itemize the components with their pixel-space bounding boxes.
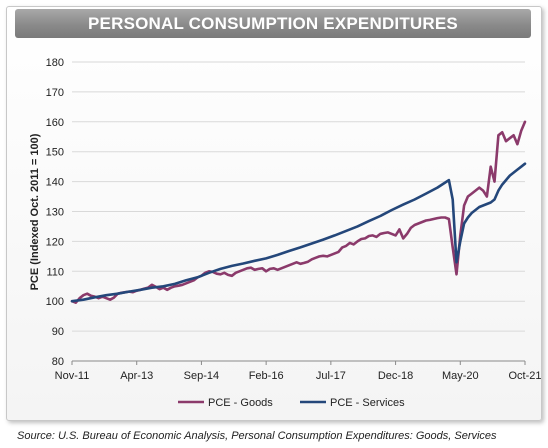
- y-tick-label: 130: [46, 207, 64, 219]
- source-note: Source: U.S. Bureau of Economic Analysis…: [17, 430, 497, 442]
- chart-title: PERSONAL CONSUMPTION EXPENDITURES: [15, 9, 531, 38]
- y-tick-label: 160: [46, 117, 64, 129]
- x-tick-label: Apr-13: [120, 370, 153, 382]
- legend: PCE - Goods PCE - Services: [178, 397, 405, 409]
- y-tick-label: 100: [46, 296, 64, 308]
- x-tick-label: Sep-14: [184, 370, 219, 382]
- x-tick-label: Jul-17: [316, 370, 346, 382]
- x-tick-label: Feb-16: [249, 370, 284, 382]
- y-tick-label: 80: [52, 356, 64, 368]
- legend-label-goods: PCE - Goods: [208, 397, 273, 409]
- y-axis-tick-labels: 80 90 100 110 120 130 140 150 160 170 180: [46, 57, 64, 368]
- y-tick-label: 150: [46, 147, 64, 159]
- x-tick-label: Nov-11: [55, 370, 90, 382]
- y-tick-label: 90: [52, 326, 64, 338]
- x-tick-label: Oct-21: [508, 370, 541, 382]
- y-tick-label: 170: [46, 87, 64, 99]
- y-tick-label: 180: [46, 57, 64, 69]
- series-line-goods: [70, 120, 527, 304]
- series-line-services: [70, 162, 527, 303]
- x-axis-tick-labels: Nov-11 Apr-13 Sep-14 Feb-16 Jul-17 Dec-18 May-…: [55, 361, 542, 382]
- y-axis-label: PCE (Indexed Oct. 2011 = 100): [29, 133, 41, 290]
- series-lines: [70, 120, 527, 304]
- y-tick-label: 110: [46, 266, 64, 278]
- x-tick-label: May-20: [442, 370, 479, 382]
- y-tick-label: 140: [46, 177, 64, 189]
- x-tick-label: Dec-18: [378, 370, 413, 382]
- y-tick-label: 120: [46, 236, 64, 248]
- legend-label-services: PCE - Services: [330, 397, 405, 409]
- grid-lines: [72, 61, 525, 332]
